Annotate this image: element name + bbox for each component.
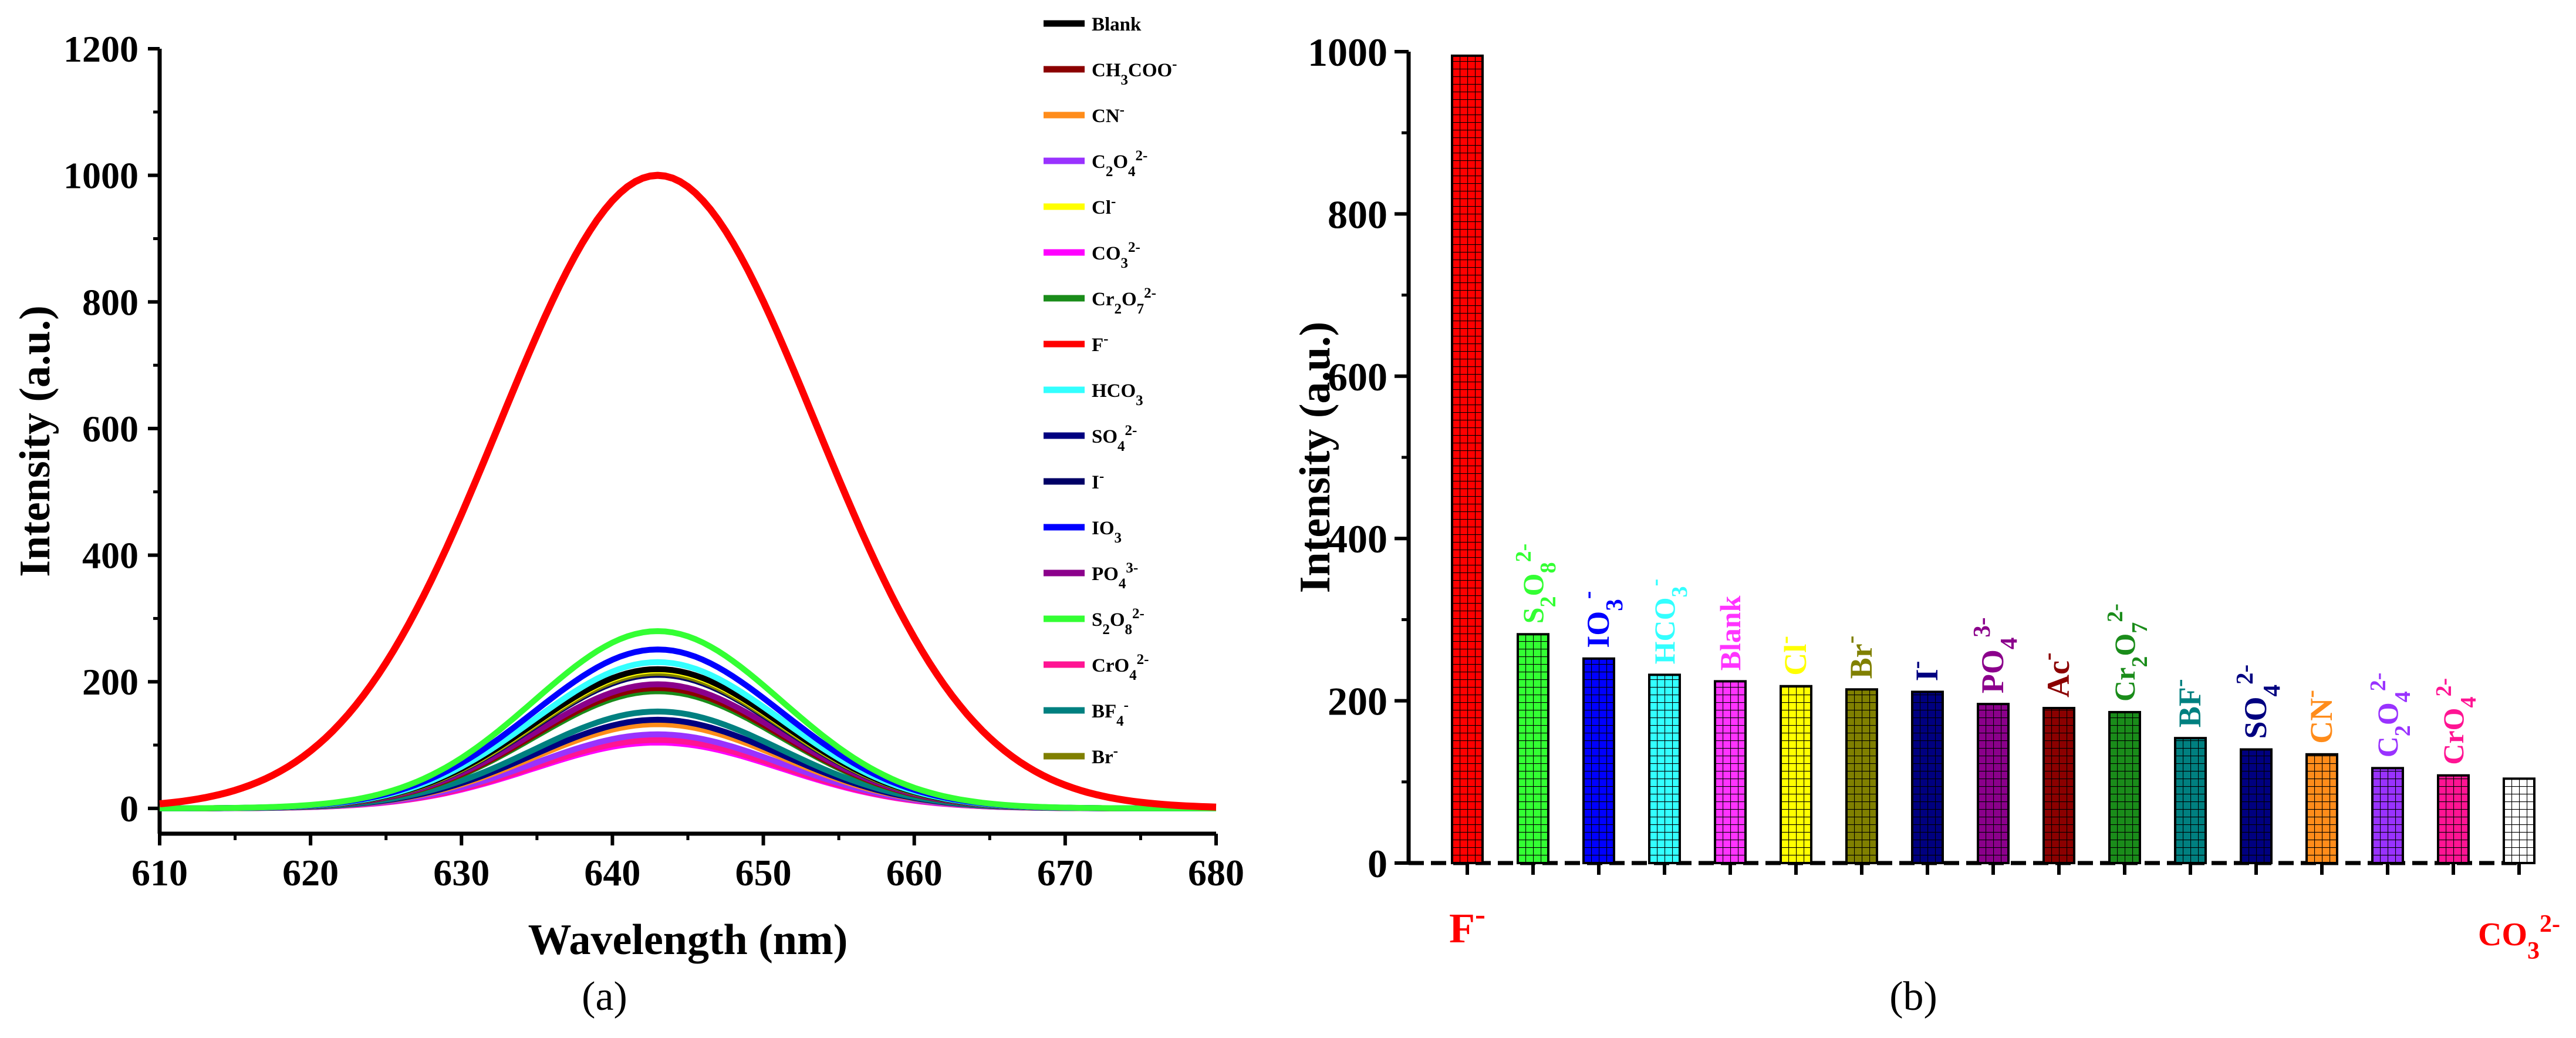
category-label: Blank xyxy=(1714,595,1747,670)
x-axis-label: Wavelength (nm) xyxy=(528,916,848,964)
category-label: BF- xyxy=(2165,679,2207,728)
bar-co3 xyxy=(2503,777,2536,864)
y-axis-label: Intensity (a.u.) xyxy=(1291,322,1339,594)
bar-s2o8 xyxy=(1517,633,1549,864)
y-tick-label: 1000 xyxy=(1308,30,1387,75)
legend-entry: IO3 xyxy=(1092,518,1122,546)
y-tick-label: 200 xyxy=(82,661,139,703)
legend-entry: SO42- xyxy=(1092,423,1137,454)
y-tick-label: 600 xyxy=(1328,355,1387,399)
bar-ac xyxy=(2042,707,2075,864)
series-line-f xyxy=(159,171,1217,811)
category-label: I- xyxy=(1902,661,1944,682)
bar-i xyxy=(1911,690,1944,864)
y-tick-label: 1200 xyxy=(63,28,139,70)
x-tick-label: 640 xyxy=(584,852,640,894)
category-label: S2O82- xyxy=(1511,544,1561,624)
panel-b-bar-chart: 0 200 400 600 800 1000 Intensity (a.u.) F- S2O82… xyxy=(1291,30,2560,965)
x-tick-label: 610 xyxy=(131,852,188,894)
y-tick-label: 800 xyxy=(82,281,139,323)
y-tick-label: 400 xyxy=(1328,517,1387,561)
category-label: Cr2O72- xyxy=(2103,604,2152,702)
legend-entry: I- xyxy=(1092,469,1104,494)
legend-entry: HCO3 xyxy=(1092,380,1143,409)
legend-entry: CN- xyxy=(1092,102,1125,127)
y-tick-label: 600 xyxy=(82,408,139,450)
legend-entry: C2O42- xyxy=(1092,148,1147,180)
category-label: HCO3- xyxy=(1643,579,1692,665)
panel-a-label: (a) xyxy=(582,974,627,1019)
bar-bf xyxy=(2174,737,2207,864)
bar-io3 xyxy=(1582,657,1615,864)
legend-entry: BF4- xyxy=(1092,697,1129,729)
category-label: CrO42- xyxy=(2432,678,2481,765)
y-tick-label: 200 xyxy=(1328,679,1387,724)
category-label: SO42- xyxy=(2231,665,2285,739)
legend-entry: PO43- xyxy=(1092,560,1138,592)
series-line-s2o8 xyxy=(160,628,1216,811)
bar-so4 xyxy=(2240,748,2273,865)
series-line-cro4 xyxy=(160,737,1216,811)
category-label: PO43- xyxy=(1968,617,2022,693)
series-line-so4 xyxy=(160,716,1216,811)
category-label: Cl- xyxy=(1771,636,1813,676)
x-tick-label: 620 xyxy=(282,852,339,894)
x-tick-label: 650 xyxy=(735,852,792,894)
category-label: CO32- xyxy=(2478,911,2560,965)
category-label: Br- xyxy=(1836,636,1879,679)
bar-blank xyxy=(1714,680,1747,864)
bar-c2o4 xyxy=(2371,767,2404,865)
y-tick-label: 1000 xyxy=(63,155,139,197)
category-label: Ac- xyxy=(2034,652,2076,697)
legend-entry: Br- xyxy=(1092,743,1118,769)
bar-cro4 xyxy=(2437,774,2470,865)
y-tick-label: 0 xyxy=(120,788,139,830)
x-tick-label: 660 xyxy=(886,852,943,894)
bar-po4 xyxy=(1977,703,2010,865)
x-tick-label: 670 xyxy=(1037,852,1093,894)
category-label: C2O42- xyxy=(2366,673,2415,758)
panel-b-label: (b) xyxy=(1889,974,1937,1019)
y-tick-label: 800 xyxy=(1328,192,1387,237)
bar-f xyxy=(1451,54,1484,864)
y-tick-label: 0 xyxy=(1368,841,1387,886)
legend-entry: Cl- xyxy=(1092,194,1116,219)
bar-br xyxy=(1845,688,1878,864)
legend-entry: S2O82- xyxy=(1092,606,1144,638)
y-tick-label: 400 xyxy=(82,535,139,577)
y-axis-label: Intensity (a.u.) xyxy=(11,305,59,577)
x-tick-label: 630 xyxy=(433,852,489,894)
series-line-co3 xyxy=(160,739,1216,811)
legend-entry: CO32- xyxy=(1092,240,1140,271)
bar-cr2o7 xyxy=(2108,710,2141,864)
category-label: IO3- xyxy=(1574,591,1628,648)
legend-entry: F- xyxy=(1092,331,1109,356)
category-label: F- xyxy=(1449,897,1485,952)
bar-cn xyxy=(2305,753,2338,865)
x-tick-label: 680 xyxy=(1188,852,1244,894)
legend-entry: CrO42- xyxy=(1092,652,1149,683)
panel-a-line-chart: 610 620 630 640 650 660 670 680 0 200 400 600 800 100… xyxy=(11,14,1244,964)
legend-entry: CH3COO- xyxy=(1092,56,1177,88)
bar-cl xyxy=(1780,685,1812,864)
legend-entry: Blank xyxy=(1092,14,1142,35)
legend-entry: Cr2O72- xyxy=(1092,285,1156,317)
category-label: CN- xyxy=(2297,690,2339,744)
bar-hco3 xyxy=(1648,673,1681,864)
